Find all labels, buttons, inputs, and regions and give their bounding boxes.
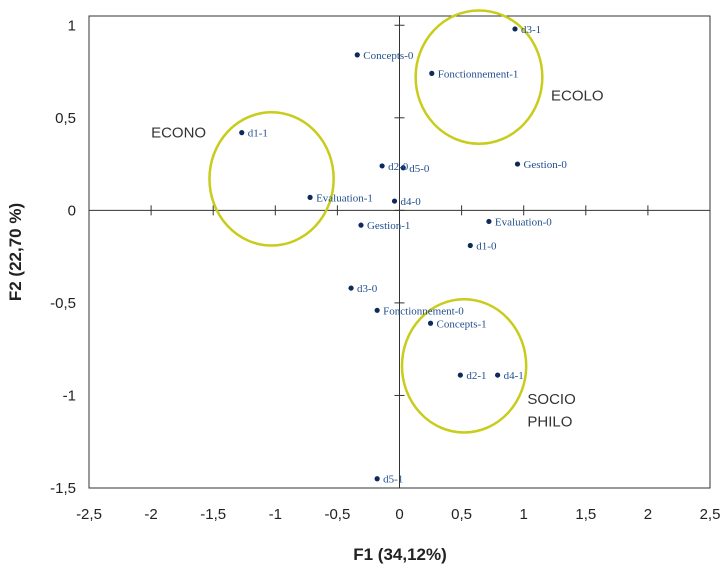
- point-label: Concepts-0: [363, 50, 414, 62]
- point-label: Evaluation-0: [495, 216, 552, 228]
- y-tick-labels: 1 0,5 0 -0,5 -1 -1,5: [50, 17, 76, 497]
- point-label: d1-0: [476, 241, 497, 253]
- data-point: [307, 194, 313, 200]
- data-point: [427, 320, 434, 326]
- x-axis-title: F1 (34,12%): [353, 545, 447, 564]
- point-label: Gestion-1: [367, 220, 410, 232]
- group-label: PHILO: [527, 413, 572, 430]
- group-label: ECONO: [151, 125, 206, 142]
- x-tick-label: -0,5: [324, 506, 350, 523]
- y-tick-label: -1,5: [50, 480, 76, 497]
- y-tick-label: 0,5: [55, 110, 76, 127]
- data-point: [512, 26, 518, 32]
- point-label: Gestion-0: [523, 159, 567, 171]
- point-label: d2-0: [388, 161, 409, 173]
- point-label: d3-0: [357, 283, 378, 295]
- y-axis-title: F2 (22,70 %): [6, 203, 25, 301]
- data-point: [374, 307, 380, 313]
- data-points: [239, 26, 521, 482]
- group-circle: [400, 297, 528, 434]
- y-tick-label: -1: [63, 387, 76, 404]
- point-label: d4-0: [401, 196, 422, 208]
- point-label: d5-1: [383, 474, 403, 486]
- data-point: [391, 198, 398, 204]
- y-ticks: [394, 24, 405, 489]
- data-point: [379, 163, 385, 169]
- data-point: [457, 372, 463, 378]
- data-point: [400, 165, 406, 171]
- data-point: [358, 222, 364, 228]
- x-tick-label: -2,5: [76, 506, 102, 523]
- y-tick-label: 0: [68, 202, 76, 219]
- data-point: [429, 70, 435, 76]
- point-label: d2-1: [466, 370, 486, 382]
- group-labels: ECOLO ECONO SOCIO PHILO: [151, 88, 603, 431]
- x-tick-label: -1,5: [200, 506, 226, 523]
- point-label: Concepts-1: [437, 318, 487, 330]
- group-circles: [208, 9, 544, 434]
- point-label: d5-0: [409, 163, 430, 175]
- group-circle: [208, 111, 335, 247]
- point-label: Evaluation-1: [316, 192, 373, 204]
- data-point: [514, 161, 521, 167]
- x-tick-label: 0: [395, 506, 403, 523]
- group-label: SOCIO: [527, 391, 575, 408]
- point-label: Fonctionnement-1: [438, 68, 519, 80]
- data-point: [239, 130, 245, 136]
- x-tick-label: 2: [644, 506, 652, 523]
- data-point: [348, 285, 354, 291]
- point-label: d1-1: [248, 128, 268, 140]
- data-point: [354, 52, 360, 58]
- y-tick-label: 1: [68, 17, 76, 34]
- x-ticks: [88, 205, 711, 216]
- group-circle: [414, 9, 544, 145]
- x-tick-label: 1: [520, 506, 528, 523]
- group-label: ECOLO: [551, 88, 604, 105]
- data-point: [374, 476, 380, 482]
- data-point: [495, 372, 501, 378]
- point-label: d3-1: [521, 24, 541, 36]
- x-tick-label: -2: [144, 506, 157, 523]
- point-label: d4-1: [504, 370, 524, 382]
- data-point: [486, 218, 492, 225]
- x-tick-label: 1,5: [575, 506, 596, 523]
- x-tick-label: 0,5: [451, 506, 472, 523]
- y-tick-label: -0,5: [50, 295, 76, 312]
- point-label: Fonctionnement-0: [383, 305, 464, 317]
- x-tick-labels: -2,5 -2 -1,5 -1 -0,5 0 0,5 1 1,5 2 2,5: [76, 506, 720, 523]
- data-point: [467, 242, 473, 249]
- x-tick-label: -1: [269, 506, 282, 523]
- x-tick-label: 2,5: [700, 506, 720, 523]
